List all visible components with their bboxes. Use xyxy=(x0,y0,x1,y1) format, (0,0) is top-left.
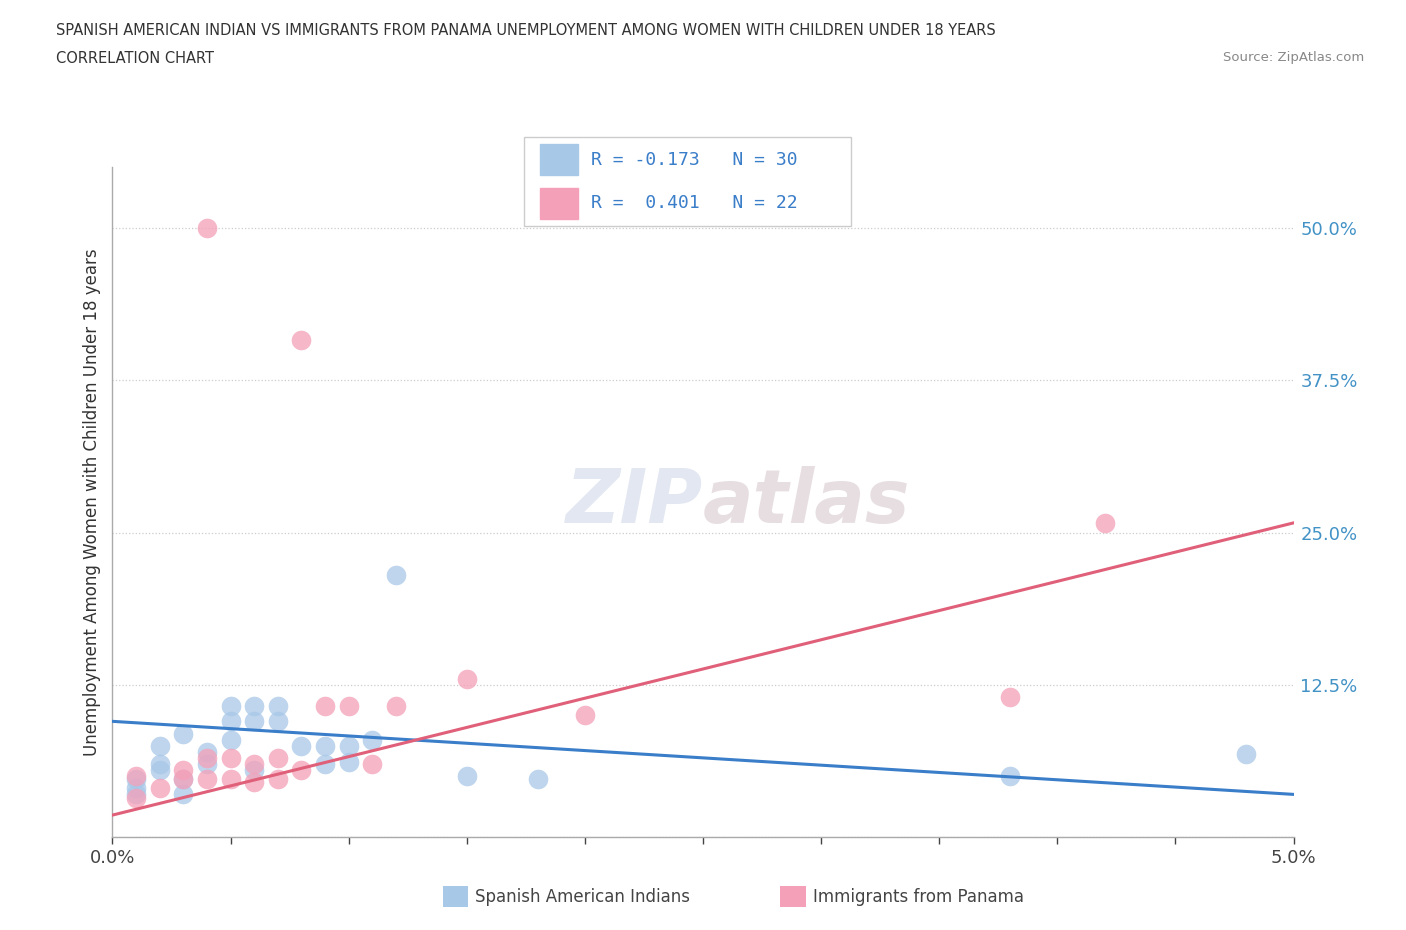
Point xyxy=(361,756,384,771)
Point xyxy=(385,698,408,713)
Point xyxy=(172,787,194,802)
Point xyxy=(290,763,312,777)
Point xyxy=(125,769,148,784)
Text: CORRELATION CHART: CORRELATION CHART xyxy=(56,51,214,66)
Point xyxy=(243,756,266,771)
Text: ZIP: ZIP xyxy=(565,466,703,538)
Point xyxy=(243,763,266,777)
Y-axis label: Unemployment Among Women with Children Under 18 years: Unemployment Among Women with Children U… xyxy=(83,248,101,756)
Point xyxy=(195,751,218,765)
Point xyxy=(195,771,218,786)
Point xyxy=(314,756,336,771)
Point xyxy=(195,756,218,771)
Point xyxy=(998,689,1021,704)
Point xyxy=(219,732,242,747)
Point xyxy=(219,771,242,786)
Text: atlas: atlas xyxy=(703,466,911,538)
Point xyxy=(526,771,548,786)
Point xyxy=(243,698,266,713)
Point xyxy=(998,769,1021,784)
Point xyxy=(125,771,148,786)
Point xyxy=(149,763,172,777)
Bar xyxy=(540,144,578,175)
Point xyxy=(172,726,194,741)
Point xyxy=(267,714,290,729)
Text: R = -0.173   N = 30: R = -0.173 N = 30 xyxy=(591,151,797,169)
Point xyxy=(456,769,478,784)
Point xyxy=(314,698,336,713)
Point xyxy=(385,568,408,583)
Point xyxy=(290,333,312,348)
Point xyxy=(172,763,194,777)
Point xyxy=(243,714,266,729)
Point xyxy=(195,744,218,759)
Point xyxy=(125,781,148,796)
Bar xyxy=(540,188,578,219)
Text: R =  0.401   N = 22: R = 0.401 N = 22 xyxy=(591,193,797,212)
Point xyxy=(219,751,242,765)
Point xyxy=(149,781,172,796)
Point xyxy=(574,708,596,723)
Point xyxy=(149,738,172,753)
Point xyxy=(1094,515,1116,530)
Text: Spanish American Indians: Spanish American Indians xyxy=(475,887,690,906)
Point xyxy=(219,698,242,713)
Point xyxy=(337,698,360,713)
FancyBboxPatch shape xyxy=(523,137,851,226)
Point xyxy=(456,671,478,686)
Point xyxy=(267,698,290,713)
Point xyxy=(1234,747,1257,762)
Point xyxy=(219,714,242,729)
Point xyxy=(172,771,194,786)
Text: Immigrants from Panama: Immigrants from Panama xyxy=(813,887,1024,906)
Point xyxy=(290,738,312,753)
Point xyxy=(195,220,218,235)
Point xyxy=(267,751,290,765)
Point xyxy=(125,787,148,802)
Point xyxy=(314,738,336,753)
Point xyxy=(337,738,360,753)
Point xyxy=(172,771,194,786)
Text: Source: ZipAtlas.com: Source: ZipAtlas.com xyxy=(1223,51,1364,64)
Point xyxy=(243,775,266,790)
Point xyxy=(337,754,360,769)
Point xyxy=(125,790,148,805)
Point xyxy=(149,756,172,771)
Point xyxy=(267,771,290,786)
Text: SPANISH AMERICAN INDIAN VS IMMIGRANTS FROM PANAMA UNEMPLOYMENT AMONG WOMEN WITH : SPANISH AMERICAN INDIAN VS IMMIGRANTS FR… xyxy=(56,23,995,38)
Point xyxy=(361,732,384,747)
